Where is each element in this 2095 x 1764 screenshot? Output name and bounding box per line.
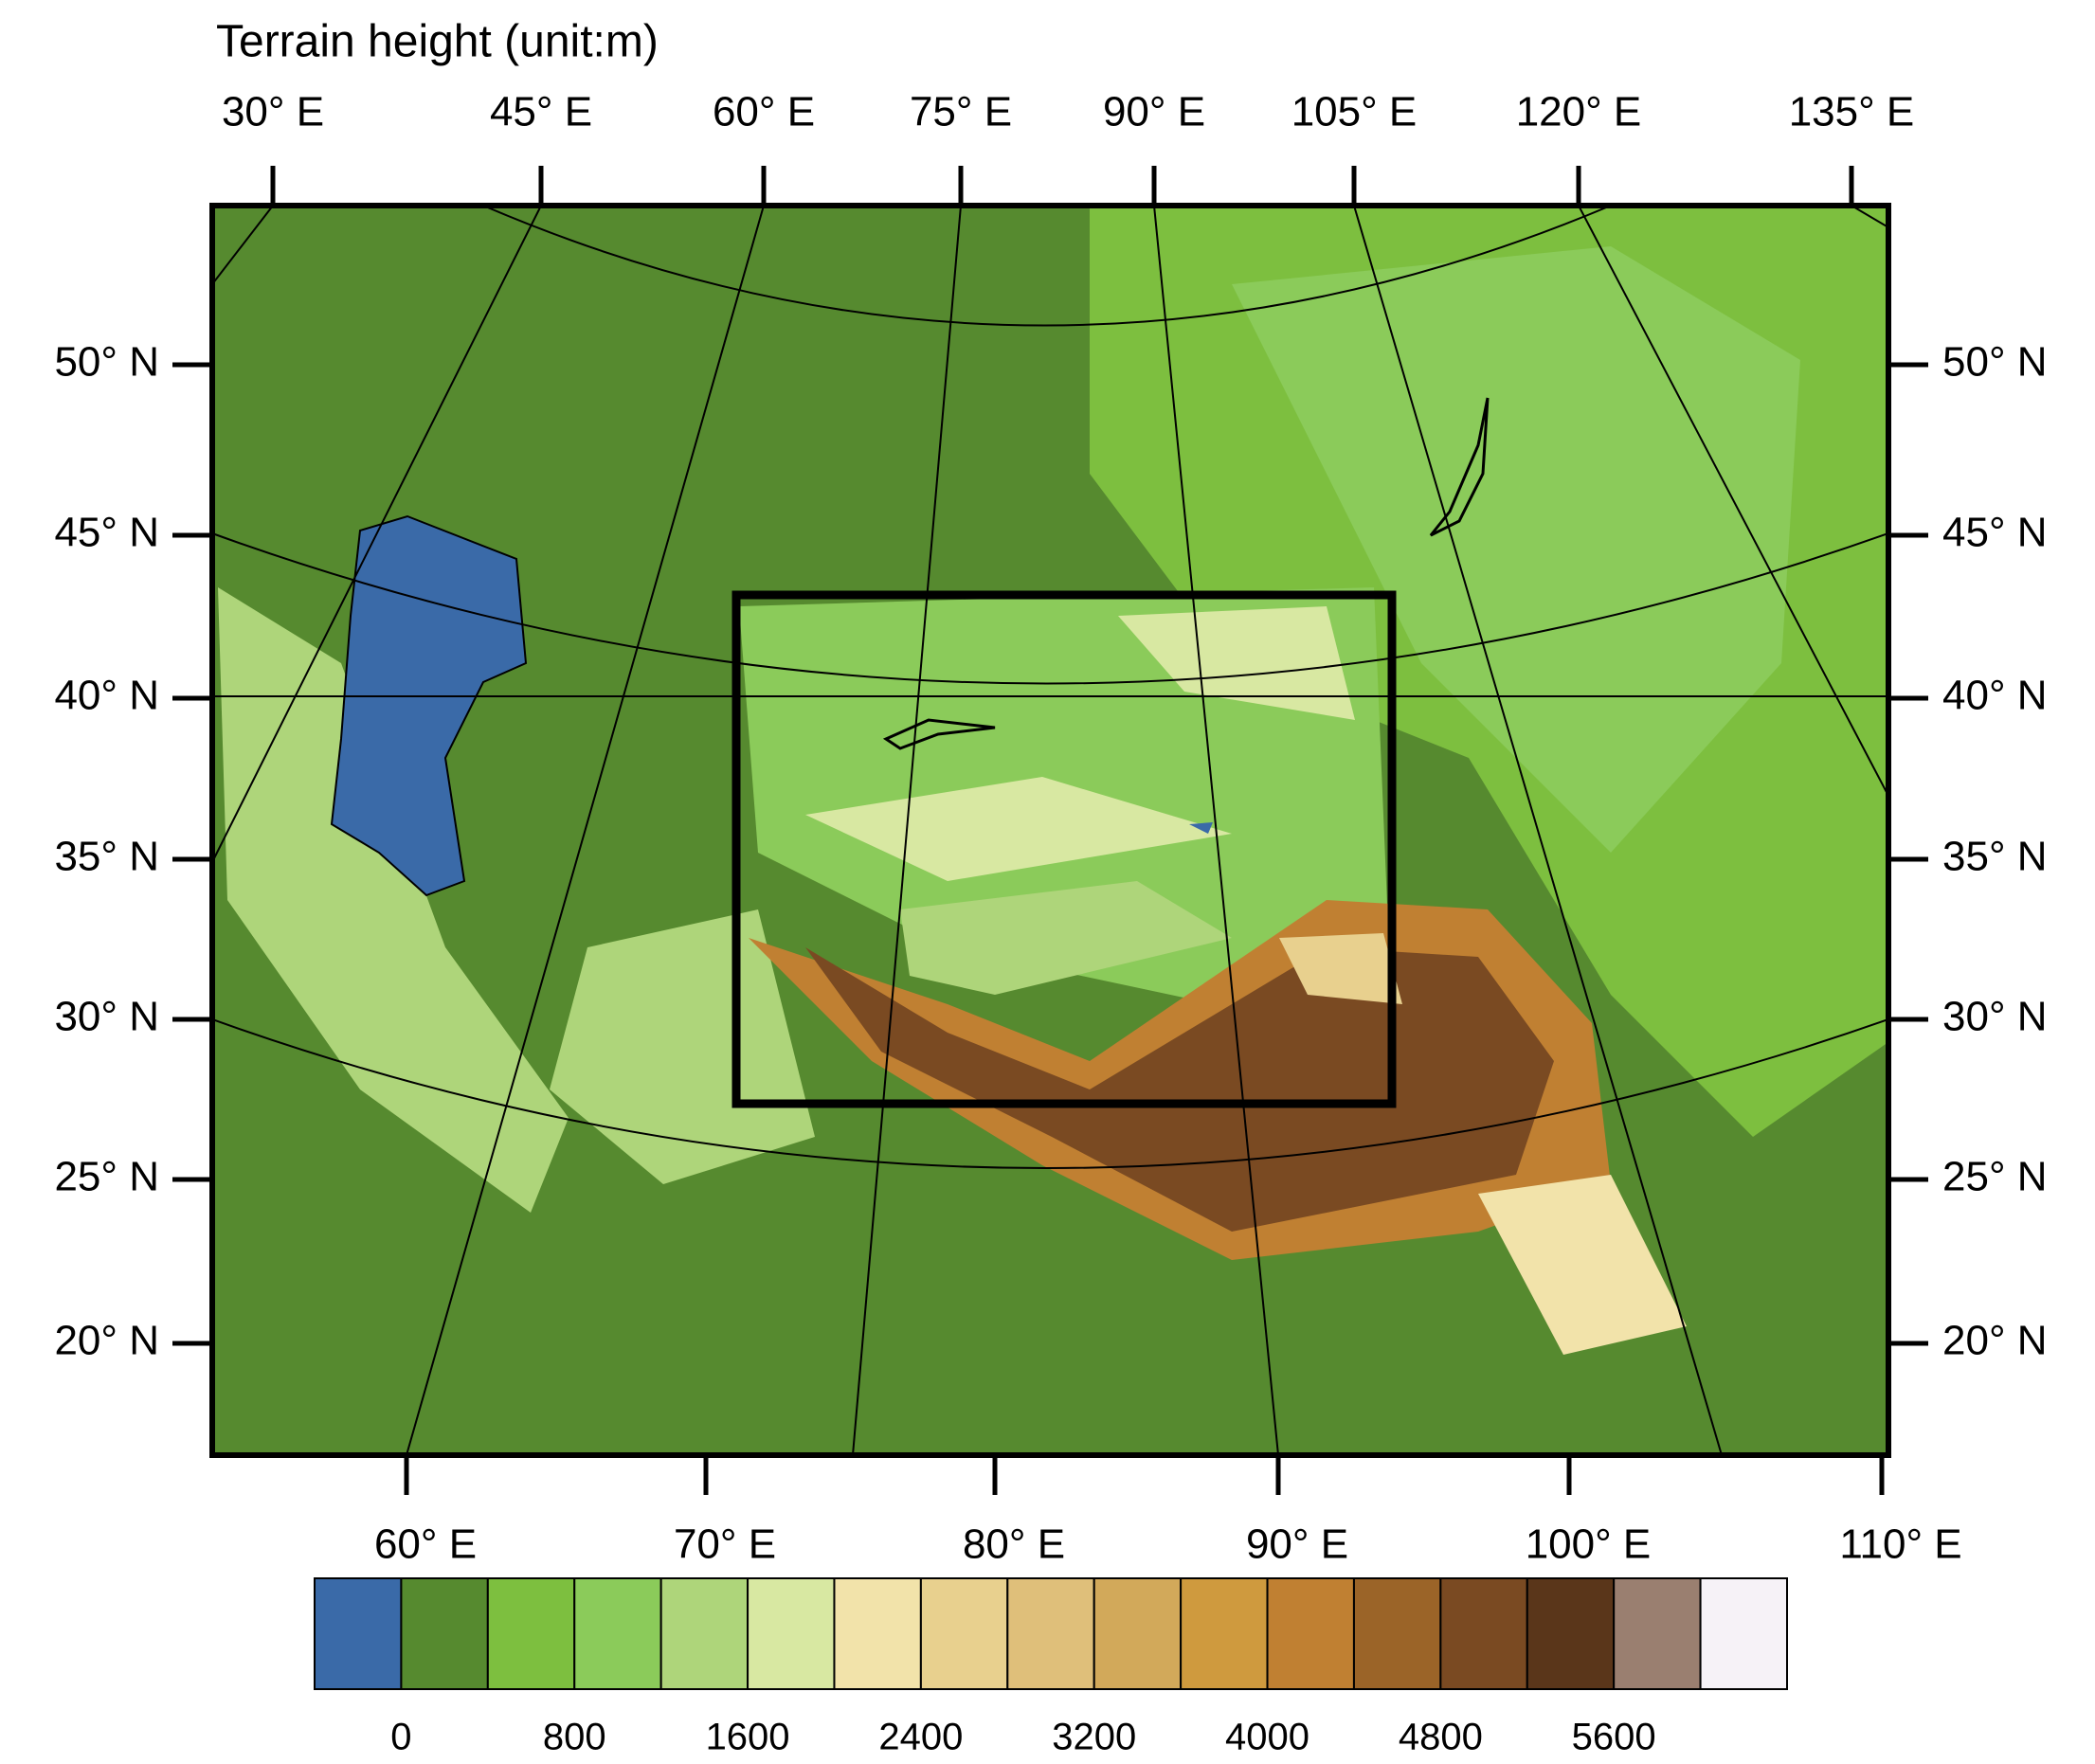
colorbar-box: [1526, 1577, 1616, 1690]
left-latitude-label: 35° N: [54, 834, 159, 880]
top-longitude-label: 90° E: [1103, 89, 1205, 135]
colorbar-box: [573, 1577, 662, 1690]
colorbar-label: 2400: [878, 1717, 963, 1758]
bottom-longitude-label: 100° E: [1526, 1521, 1652, 1568]
study-domain-box: [731, 590, 1397, 1108]
left-latitude-label: 20° N: [54, 1318, 159, 1364]
top-longitude-label: 105° E: [1291, 89, 1418, 135]
top-longitude-label: 120° E: [1516, 89, 1642, 135]
left-latitude-label: 50° N: [54, 339, 159, 386]
colorbar-box: [1352, 1577, 1442, 1690]
top-longitude-label: 45° E: [490, 89, 592, 135]
colorbar-label: 800: [543, 1717, 606, 1758]
colorbar-box: [1006, 1577, 1095, 1690]
terrain: [212, 206, 1888, 1455]
colorbar-box: [833, 1577, 922, 1690]
left-latitude-label: 40° N: [54, 673, 159, 719]
colorbar-box: [659, 1577, 750, 1690]
colorbar-label: 4800: [1399, 1717, 1483, 1758]
top-longitude-label: 75° E: [910, 89, 1012, 135]
colorbar-box: [1613, 1577, 1702, 1690]
top-longitude-label: 135° E: [1789, 89, 1915, 135]
colorbar-label: 1600: [706, 1717, 790, 1758]
colorbar-label: 3200: [1052, 1717, 1136, 1758]
left-latitude-label: 45° N: [54, 510, 159, 556]
bottom-longitude-label: 90° E: [1246, 1521, 1348, 1568]
right-latitude-label: 20° N: [1942, 1318, 2048, 1364]
colorbar-label: 0: [390, 1717, 411, 1758]
map-frame: [209, 203, 1891, 1458]
colorbar-box: [486, 1577, 576, 1690]
colorbar-box: [314, 1577, 403, 1690]
left-latitude-label: 25° N: [54, 1154, 159, 1200]
left-latitude-label: 30° N: [54, 994, 159, 1040]
top-longitude-label: 30° E: [222, 89, 324, 135]
colorbar-box: [1266, 1577, 1355, 1690]
top-longitude-label: 60° E: [713, 89, 815, 135]
colorbar-box: [1699, 1577, 1789, 1690]
right-latitude-label: 25° N: [1942, 1154, 2048, 1200]
bottom-longitude-label: 60° E: [374, 1521, 477, 1568]
colorbar-box: [1180, 1577, 1269, 1690]
right-latitude-label: 45° N: [1942, 510, 2048, 556]
colorbar-box: [1439, 1577, 1528, 1690]
map-title: Terrain height (unit:m): [216, 17, 659, 67]
bottom-longitude-label: 70° E: [674, 1521, 776, 1568]
right-latitude-label: 50° N: [1942, 339, 2048, 386]
bottom-longitude-label: 80° E: [963, 1521, 1065, 1568]
colorbar-box: [400, 1577, 489, 1690]
colorbar-box: [1093, 1577, 1183, 1690]
colorbar-box: [919, 1577, 1009, 1690]
right-latitude-label: 35° N: [1942, 834, 2048, 880]
bottom-longitude-label: 110° E: [1839, 1521, 1961, 1568]
right-latitude-label: 40° N: [1942, 673, 2048, 719]
colorbar-box: [747, 1577, 836, 1690]
right-latitude-label: 30° N: [1942, 994, 2048, 1040]
colorbar-label: 5600: [1572, 1717, 1656, 1758]
colorbar-label: 4000: [1225, 1717, 1309, 1758]
